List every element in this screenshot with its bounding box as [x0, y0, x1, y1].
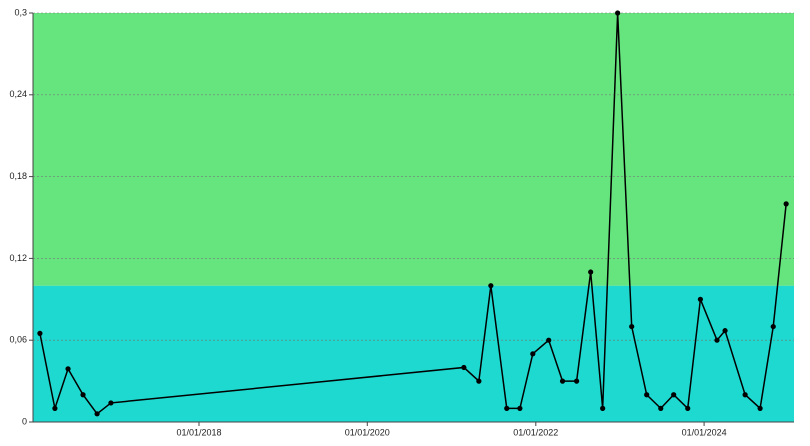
point	[65, 366, 71, 372]
y-tick-label: 0,06	[9, 335, 27, 345]
point	[108, 400, 114, 406]
point	[546, 337, 552, 343]
point	[80, 392, 86, 398]
y-tick-label: 0	[22, 416, 27, 426]
band	[33, 13, 794, 286]
point	[94, 411, 100, 417]
point	[697, 296, 704, 302]
point	[37, 330, 43, 336]
point	[600, 405, 606, 411]
point	[644, 392, 650, 398]
point	[504, 405, 510, 411]
point	[574, 378, 580, 384]
x-tick-label: 01/01/2018	[176, 427, 221, 437]
y-tick-label: 0,24	[9, 89, 27, 99]
point	[530, 351, 536, 357]
point	[658, 405, 664, 411]
point	[770, 323, 776, 330]
y-tick-label: 0,12	[9, 253, 27, 263]
point	[742, 392, 748, 398]
point	[757, 405, 763, 411]
point	[559, 378, 566, 384]
point	[52, 405, 58, 411]
point	[517, 405, 523, 411]
band	[33, 285, 794, 422]
point	[629, 323, 635, 330]
point	[685, 405, 691, 411]
point	[588, 269, 594, 275]
y-tick-label: 0,3	[14, 7, 27, 17]
point	[783, 201, 789, 207]
point	[671, 392, 677, 398]
y-tick-label: 0,18	[9, 171, 27, 181]
x-tick-label: 01/01/2020	[345, 427, 390, 437]
point	[461, 364, 467, 371]
point	[476, 378, 482, 384]
point	[615, 10, 621, 16]
point	[722, 328, 728, 334]
x-tick-label: 01/01/2024	[682, 427, 727, 437]
x-tick-label: 01/01/2022	[513, 427, 558, 437]
point	[714, 337, 720, 343]
point	[488, 283, 494, 289]
